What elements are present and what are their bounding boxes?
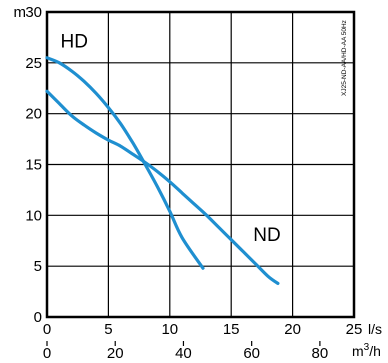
x-secondary-tick-label: 0 — [43, 345, 51, 362]
y-axis-unit: m — [14, 4, 27, 21]
y-tick-labels: 0 5 10 15 20 25 30 — [25, 4, 42, 326]
x-tick-label: 25 — [346, 321, 363, 338]
y-tick-label: 25 — [25, 55, 42, 72]
x-secondary-tick-label: 40 — [175, 345, 192, 362]
y-tick-label: 30 — [25, 4, 42, 21]
x-tick-label: 0 — [43, 321, 51, 338]
grid — [47, 12, 354, 317]
curve-hd — [45, 56, 205, 270]
y-tick-label: 0 — [34, 309, 42, 326]
series-labels: HD ND — [61, 32, 281, 246]
x-tick-label: 5 — [104, 321, 112, 338]
x-secondary-unit-sup: 3 — [364, 342, 370, 353]
x-tick-labels: 0 5 10 15 20 25 — [43, 321, 363, 338]
series-label-hd: HD — [61, 32, 88, 53]
y-tick-label: 15 — [25, 157, 42, 174]
x-secondary-axis-unit: m3/h — [352, 342, 381, 359]
y-tick-label: 10 — [25, 207, 42, 224]
x-secondary-tick-label: 20 — [107, 345, 124, 362]
x-secondary-tick-labels: 0 20 40 60 80 — [43, 341, 328, 362]
x-secondary-tick-label: 60 — [243, 345, 260, 362]
x-secondary-unit-base: m — [352, 343, 364, 359]
x-tick-label: 10 — [161, 321, 178, 338]
model-side-note: XJ25-ND-AA/HD-AA 50Hz — [341, 20, 348, 96]
x-secondary-unit-suffix: /h — [369, 343, 381, 359]
x-tick-label: 20 — [284, 321, 301, 338]
x-tick-label: 15 — [223, 321, 240, 338]
curve-nd — [45, 89, 280, 285]
x-axis-unit: l/s — [368, 321, 382, 337]
series-curves — [45, 56, 280, 285]
y-tick-label: 20 — [25, 106, 42, 123]
y-tick-label: 5 — [34, 258, 42, 275]
series-label-nd: ND — [253, 225, 280, 246]
plot-frame — [45, 10, 356, 319]
x-secondary-tick-label: 80 — [312, 345, 329, 362]
